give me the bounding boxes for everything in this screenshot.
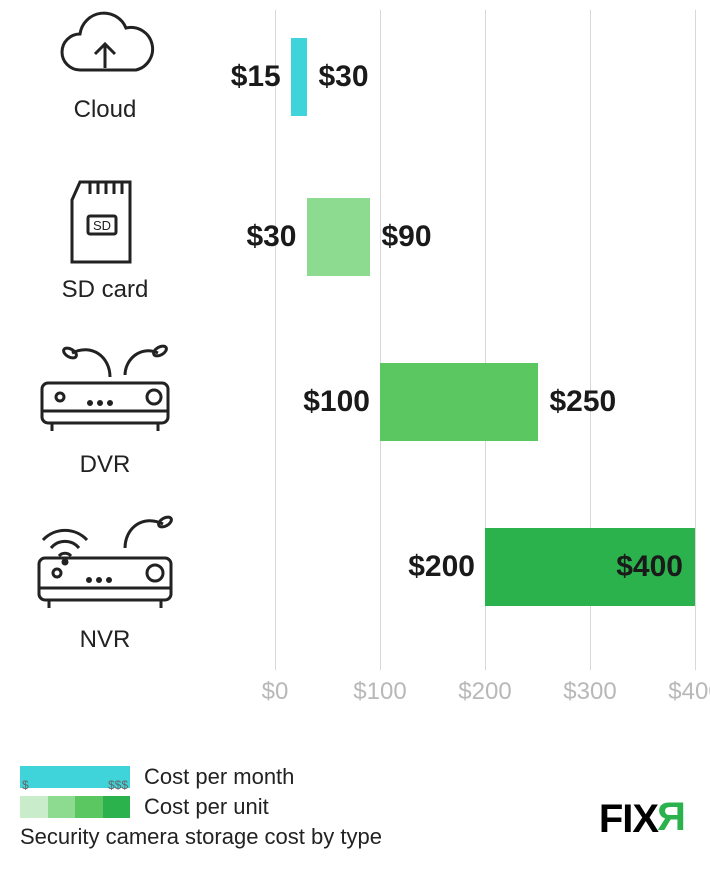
low-value-label: $30 xyxy=(246,220,296,254)
logo-accent: R xyxy=(658,795,686,840)
row-label: NVR xyxy=(20,626,190,654)
range-bar xyxy=(307,198,370,276)
swatch-gradient: $ $$$ xyxy=(20,796,130,818)
legend: Cost per month $ $$$ Cost per unit Secur… xyxy=(20,764,690,850)
high-value-label: $250 xyxy=(550,385,617,419)
dvr-icon: DVR xyxy=(20,335,190,479)
chart-row-cloud: Cloud $15 $30 xyxy=(0,10,710,170)
gradient-low-label: $ xyxy=(22,778,29,792)
high-value-label: $400 xyxy=(616,550,683,584)
range-bar xyxy=(291,38,307,116)
cloud-icon: Cloud xyxy=(20,10,190,124)
logo-main: FIX xyxy=(599,797,658,841)
row-label: DVR xyxy=(20,451,190,479)
high-value-label: $30 xyxy=(319,60,369,94)
axis-tick-label: $200 xyxy=(458,678,511,706)
row-label: Cloud xyxy=(20,96,190,124)
nvr-icon: NVR xyxy=(20,500,190,654)
chart-row-dvr: DVR $100 $250 xyxy=(0,335,710,495)
chart-area: $0 $100 $200 $300 $400 Cloud $15 $30 SD SD card $… xyxy=(0,10,710,710)
chart-row-nvr: NVR $200 $400 xyxy=(0,500,710,660)
axis-tick-label: $400 xyxy=(668,678,710,706)
high-value-label: $90 xyxy=(382,220,432,254)
low-value-label: $200 xyxy=(408,550,475,584)
low-value-label: $100 xyxy=(303,385,370,419)
chart-title: Security camera storage cost by type xyxy=(20,824,690,850)
legend-item-unit: $ $$$ Cost per unit xyxy=(20,794,690,820)
fixr-logo: FIXR xyxy=(599,797,686,842)
legend-label-month: Cost per month xyxy=(144,764,294,790)
svg-text:SD: SD xyxy=(93,218,111,233)
gradient-high-label: $$$ xyxy=(108,778,128,792)
sdcard-icon: SD SD card xyxy=(20,170,190,304)
legend-label-unit: Cost per unit xyxy=(144,794,269,820)
axis-tick-label: $0 xyxy=(262,678,289,706)
chart-row-sdcard: SD SD card $30 $90 xyxy=(0,170,710,330)
row-label: SD card xyxy=(20,276,190,304)
axis-tick-label: $300 xyxy=(563,678,616,706)
range-bar xyxy=(380,363,538,441)
axis-tick-label: $100 xyxy=(353,678,406,706)
low-value-label: $15 xyxy=(231,60,281,94)
